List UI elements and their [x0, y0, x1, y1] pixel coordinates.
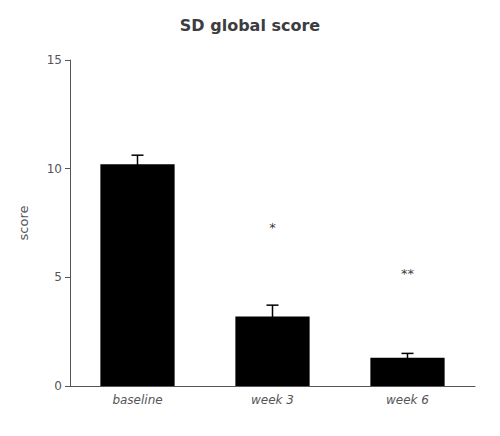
svg-text:score: score	[16, 206, 31, 241]
svg-text:15: 15	[47, 53, 62, 67]
svg-text:week 3: week 3	[251, 393, 294, 407]
svg-text:week 6: week 6	[386, 393, 429, 407]
svg-text:**: **	[401, 266, 415, 281]
svg-text:10: 10	[47, 162, 62, 176]
svg-text:*: *	[269, 220, 276, 235]
svg-text:0: 0	[54, 379, 62, 393]
svg-text:SD global score: SD global score	[180, 16, 321, 35]
svg-text:5: 5	[54, 270, 62, 284]
svg-text:baseline: baseline	[112, 393, 162, 407]
